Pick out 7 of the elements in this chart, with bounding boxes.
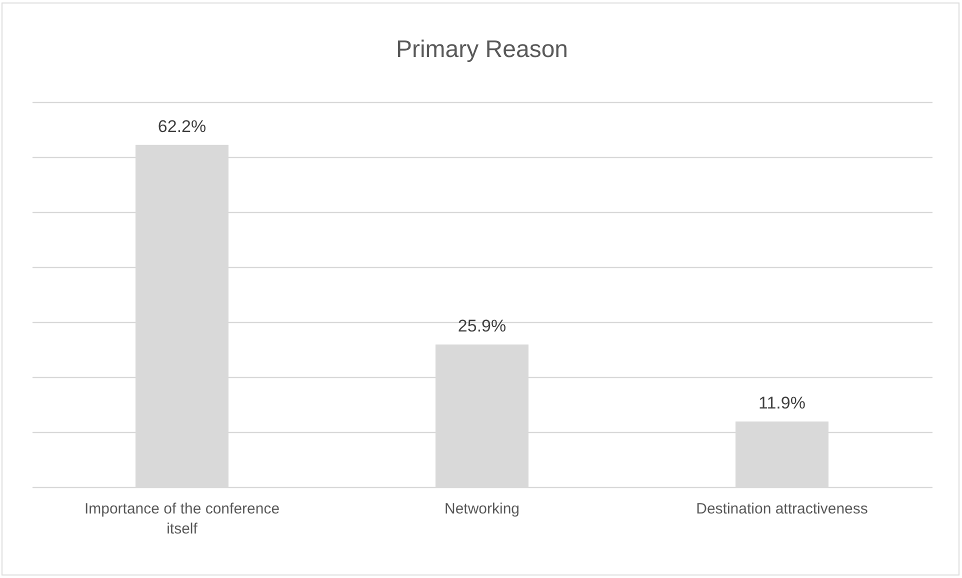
data-label: 62.2% (158, 116, 206, 136)
data-label: 11.9% (758, 394, 806, 413)
x-tick-label: Networking (444, 500, 520, 518)
x-tick-label: Importance of the conference itself (84, 500, 280, 538)
chart-title: Primary Reason (396, 36, 568, 63)
data-label: 25.9% (458, 316, 506, 336)
x-tick-label: Destination attractiveness (696, 500, 868, 518)
